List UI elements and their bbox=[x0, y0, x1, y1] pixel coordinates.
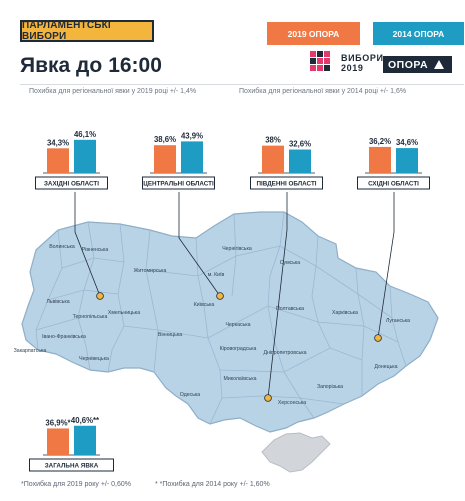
region-label: Закарпатська bbox=[14, 348, 47, 354]
bar-2014 bbox=[396, 148, 418, 173]
bar-2014 bbox=[74, 425, 96, 455]
elections-tag: ПАРЛАМЕНТСЬКІ ВИБОРИ bbox=[20, 20, 154, 42]
bar-2019 bbox=[262, 145, 284, 173]
bar-2014 bbox=[289, 149, 311, 173]
region-label: Тернопільська bbox=[73, 314, 108, 320]
leader-line bbox=[74, 192, 101, 297]
opora-logo: ОПОРА bbox=[383, 56, 452, 73]
category-box bbox=[357, 176, 430, 190]
vybory-logo-line1: ВИБОРИ bbox=[341, 53, 384, 63]
vybory-logo: ВИБОРИ 2019 bbox=[310, 51, 384, 75]
region-label: Одеська bbox=[180, 392, 201, 398]
bar-group: 38% 32,6% ПІВДЕННІ ОБЛАСТІ bbox=[250, 136, 323, 190]
category-label: ЗАХІДНІ ОБЛАСТІ bbox=[44, 181, 99, 188]
bar-value-label: 34,3% bbox=[47, 138, 69, 147]
region-label: Івано-Франківська bbox=[42, 334, 86, 340]
footnote-2019: *Похибка для 2019 року +/- 0,60% bbox=[21, 481, 131, 488]
region-label: Житомирська bbox=[134, 268, 167, 274]
region-label: Чернівецька bbox=[79, 356, 109, 362]
legend-2014: 2014 ОПОРА bbox=[373, 22, 464, 45]
bar-groups: 34,3% 46,1% ЗАХІДНІ ОБЛАСТІ 38,6% 43,9% ЦЕНТР… bbox=[28, 130, 430, 472]
region-marker bbox=[264, 394, 272, 402]
region-label: Чернігівська bbox=[222, 246, 252, 252]
error-note-2019: Похибка для регіональної явки у 2019 роц… bbox=[29, 88, 197, 95]
leader-lines bbox=[74, 192, 395, 402]
region-label: Хмельницька bbox=[108, 310, 140, 316]
region-label: Дніпропетровська bbox=[263, 350, 306, 356]
crimea-shape bbox=[261, 432, 331, 473]
triangle-icon bbox=[434, 60, 445, 69]
vybory-logo-mark bbox=[310, 51, 330, 71]
category-label: ЗАГАЛЬНА ЯВКА bbox=[45, 463, 99, 470]
leader-line bbox=[267, 192, 288, 399]
category-box bbox=[250, 176, 323, 190]
region-label: Волинська bbox=[49, 244, 75, 250]
bar-2014 bbox=[74, 139, 96, 173]
ukraine-map: Волинська Рівненська Житомирська Чернігівсь… bbox=[14, 211, 439, 473]
bar-value-label: 36,2% bbox=[369, 137, 391, 146]
bar-group: 36,2% 34,6% СХІДНІ ОБЛАСТІ bbox=[357, 137, 430, 190]
region-label: Херсонська bbox=[278, 400, 306, 406]
page-title: Явка до 16:00 bbox=[20, 54, 162, 78]
footnote-2014: * *Похибка для 2014 року +/- 1,60% bbox=[155, 481, 270, 488]
bar-value-label: 36,9%* bbox=[45, 418, 71, 427]
oblast-borders bbox=[35, 211, 407, 425]
region-marker bbox=[374, 334, 382, 342]
region-label: Вінницька bbox=[158, 332, 182, 338]
region-label: м. Київ bbox=[208, 272, 225, 278]
category-box bbox=[142, 176, 215, 190]
category-label: ПІВДЕННІ ОБЛАСТІ bbox=[256, 181, 316, 188]
region-labels: Волинська Рівненська Житомирська Чернігівсь… bbox=[14, 244, 411, 406]
bar-value-label: 38,6% bbox=[154, 135, 176, 144]
bar-value-label: 34,6% bbox=[396, 138, 418, 147]
category-box bbox=[35, 176, 108, 190]
legend-2019: 2019 ОПОРА bbox=[267, 22, 360, 45]
bar-value-label: 32,6% bbox=[289, 140, 311, 149]
region-label: Луганська bbox=[386, 318, 410, 324]
opora-logo-text: ОПОРА bbox=[388, 58, 429, 71]
region-label: Полтавська bbox=[276, 306, 304, 312]
bar-value-label: 46,1% bbox=[74, 130, 96, 139]
region-label: Рівненська bbox=[82, 247, 109, 253]
region-label: Запорізька bbox=[317, 384, 343, 390]
vybory-logo-line2: 2019 bbox=[341, 63, 364, 73]
title-time: 16:00 bbox=[108, 54, 162, 77]
bar-value-label: 38% bbox=[265, 136, 281, 145]
region-label: Харківська bbox=[332, 310, 358, 316]
title-prefix: Явка до bbox=[20, 54, 103, 77]
region-marker bbox=[96, 292, 104, 300]
bar-value-label: 43,9% bbox=[181, 131, 203, 140]
bar-group: 36,9%* 40,6%** ЗАГАЛЬНА ЯВКА bbox=[29, 416, 114, 472]
region-label: Кіровоградська bbox=[220, 346, 257, 352]
region-label: Київська bbox=[194, 302, 215, 308]
leader-line bbox=[178, 192, 221, 297]
bar-group: 38,6% 43,9% ЦЕНТРАЛЬНІ ОБЛАСТІ bbox=[142, 131, 215, 190]
region-label: Донецька bbox=[374, 364, 397, 370]
region-marker bbox=[216, 292, 224, 300]
bar-2019 bbox=[369, 146, 391, 173]
category-box bbox=[29, 458, 114, 472]
bar-value-label: 40,6%** bbox=[71, 416, 100, 425]
bar-2019 bbox=[47, 428, 69, 455]
region-label: Миколаївська bbox=[224, 376, 257, 382]
region-label: Сумська bbox=[280, 260, 301, 266]
bar-2019 bbox=[154, 145, 176, 173]
region-label: Львівська bbox=[46, 299, 69, 305]
bar-2019 bbox=[47, 148, 69, 173]
category-label: СХІДНІ ОБЛАСТІ bbox=[368, 181, 419, 188]
divider bbox=[20, 84, 464, 85]
leader-line bbox=[377, 192, 395, 339]
category-label: ЦЕНТРАЛЬНІ ОБЛАСТІ bbox=[143, 181, 214, 188]
bar-2014 bbox=[181, 141, 203, 173]
bar-group: 34,3% 46,1% ЗАХІДНІ ОБЛАСТІ bbox=[35, 130, 108, 190]
region-label: Черкаська bbox=[225, 322, 250, 328]
error-note-2014: Похибка для регіональної явки у 2014 роц… bbox=[239, 88, 407, 95]
